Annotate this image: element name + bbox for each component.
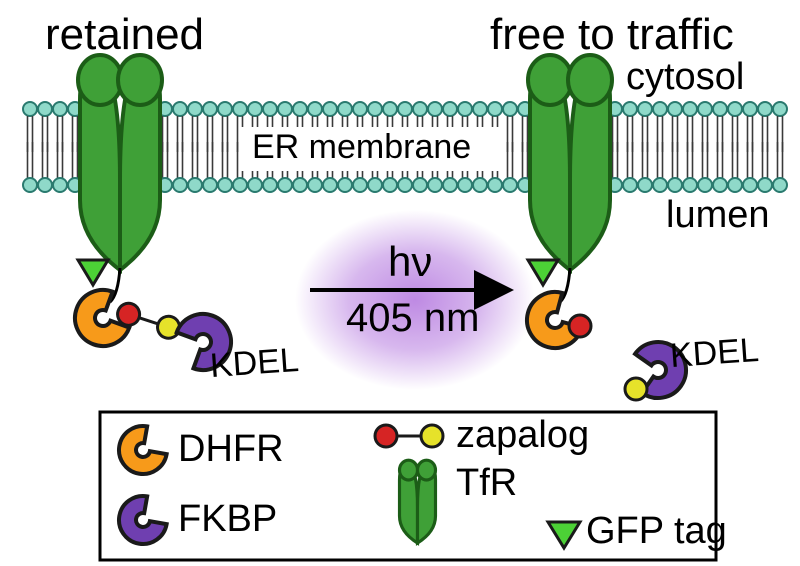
legend-gfp-label: GFP tag — [586, 510, 727, 553]
retained-label: retained — [45, 10, 204, 60]
nm-label: 405 nm — [346, 296, 479, 341]
legend-fkbp-label: FKBP — [178, 498, 277, 541]
gfp-tag-icon — [528, 260, 558, 285]
legend-tfr-icon — [400, 460, 436, 543]
gfp-tag-icon — [78, 260, 108, 285]
cytosol-label: cytosol — [626, 56, 744, 99]
free-label: free to traffic — [490, 10, 734, 60]
er-membrane-label: ER membrane — [252, 128, 471, 167]
hv-label: hν — [388, 238, 432, 286]
legend-zapalog-label: zapalog — [456, 414, 589, 457]
kdel-label-right: KDEL — [669, 331, 760, 376]
legend-tfr-label: TfR — [456, 462, 517, 505]
lumen-label: lumen — [666, 194, 770, 237]
legend-dhfr-label: DHFR — [178, 428, 284, 471]
kdel-label-left: KDEL — [209, 341, 300, 386]
